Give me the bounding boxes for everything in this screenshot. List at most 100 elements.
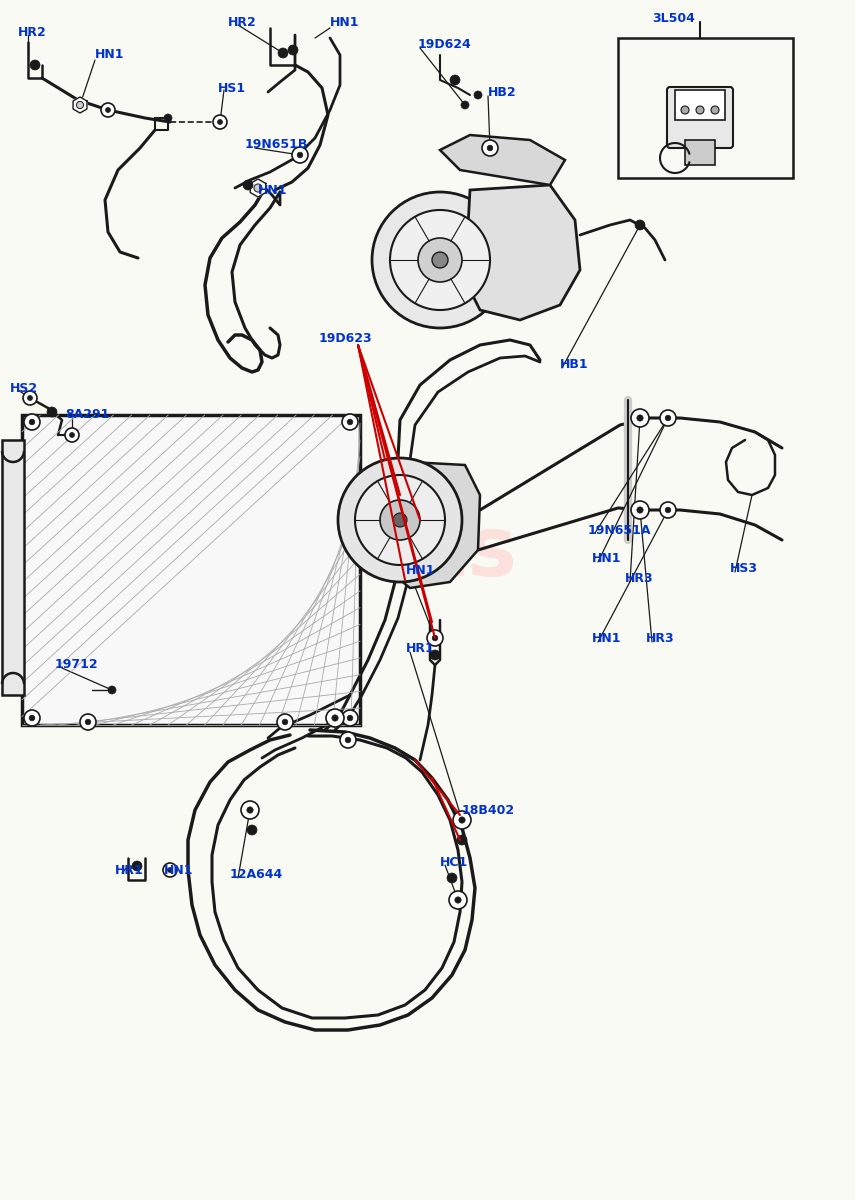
Circle shape [23, 391, 37, 404]
Text: HN1: HN1 [592, 631, 622, 644]
Text: HR3: HR3 [625, 571, 653, 584]
Circle shape [241, 802, 259, 818]
Circle shape [450, 74, 460, 85]
Circle shape [681, 106, 689, 114]
Circle shape [355, 475, 445, 565]
Text: HC1: HC1 [440, 856, 469, 869]
Circle shape [447, 874, 457, 883]
Circle shape [108, 686, 116, 694]
Circle shape [164, 114, 172, 122]
Bar [618, 38, 793, 178]
Circle shape [459, 817, 465, 823]
Circle shape [660, 502, 676, 518]
Circle shape [29, 715, 35, 721]
Circle shape [696, 106, 704, 114]
Circle shape [345, 737, 351, 743]
Text: 18B402: 18B402 [462, 804, 515, 816]
Circle shape [247, 826, 257, 835]
Text: HN1: HN1 [164, 864, 193, 876]
Circle shape [380, 500, 420, 540]
Circle shape [665, 415, 671, 421]
Text: HN1: HN1 [95, 48, 125, 61]
Polygon shape [378, 462, 480, 588]
Circle shape [132, 862, 142, 871]
Circle shape [660, 410, 676, 426]
Circle shape [455, 896, 461, 904]
Circle shape [453, 811, 471, 829]
Circle shape [482, 140, 498, 156]
Text: HR1: HR1 [406, 642, 434, 654]
Circle shape [390, 210, 490, 310]
Circle shape [461, 101, 469, 109]
Text: HB2: HB2 [488, 86, 516, 100]
Polygon shape [440, 134, 565, 185]
Bar [685, 140, 715, 164]
Circle shape [427, 630, 443, 646]
Circle shape [340, 732, 356, 748]
Text: HN1: HN1 [592, 552, 622, 564]
Text: HR3: HR3 [646, 631, 675, 644]
Circle shape [47, 407, 57, 416]
Circle shape [24, 414, 40, 430]
Circle shape [243, 180, 253, 190]
Text: 3L504: 3L504 [652, 12, 695, 24]
Bar [22, 415, 360, 725]
Polygon shape [251, 179, 266, 197]
Circle shape [457, 835, 467, 845]
Circle shape [432, 635, 438, 641]
Circle shape [292, 146, 308, 163]
Polygon shape [465, 185, 580, 320]
Circle shape [631, 409, 649, 427]
Polygon shape [73, 97, 87, 113]
Circle shape [637, 415, 643, 421]
Circle shape [168, 868, 173, 872]
Circle shape [69, 432, 74, 438]
Circle shape [298, 152, 303, 157]
Circle shape [418, 238, 462, 282]
Circle shape [631, 502, 649, 518]
Text: HS2: HS2 [10, 382, 38, 395]
Bar [675, 90, 725, 120]
Circle shape [338, 458, 462, 582]
Circle shape [101, 103, 115, 116]
Circle shape [254, 184, 262, 192]
Text: HN1: HN1 [330, 16, 359, 29]
Text: 19D623: 19D623 [319, 331, 373, 344]
Circle shape [105, 108, 110, 113]
Bar [2, 440, 24, 695]
Circle shape [332, 715, 338, 721]
Text: HN1: HN1 [258, 184, 287, 197]
Circle shape [326, 709, 344, 727]
Text: HR1: HR1 [115, 864, 144, 876]
Circle shape [288, 44, 298, 55]
Circle shape [342, 414, 358, 430]
Text: rrparts: rrparts [188, 512, 517, 593]
Circle shape [278, 48, 288, 58]
Text: 8A291: 8A291 [65, 408, 109, 421]
Circle shape [76, 102, 84, 108]
Circle shape [24, 710, 40, 726]
Text: HR2: HR2 [228, 16, 256, 29]
Circle shape [80, 714, 96, 730]
Circle shape [430, 650, 440, 660]
Text: 19712: 19712 [55, 659, 98, 672]
Circle shape [65, 428, 79, 442]
Circle shape [86, 719, 91, 725]
Text: 12A644: 12A644 [230, 869, 283, 882]
FancyBboxPatch shape [667, 86, 733, 148]
Circle shape [213, 115, 227, 128]
Text: HS3: HS3 [730, 562, 758, 575]
Circle shape [474, 91, 482, 98]
Circle shape [29, 419, 35, 425]
Circle shape [449, 890, 467, 910]
Circle shape [217, 120, 222, 125]
Circle shape [277, 714, 293, 730]
Circle shape [282, 719, 288, 725]
Circle shape [347, 715, 353, 721]
Circle shape [635, 220, 645, 230]
Circle shape [247, 806, 253, 814]
Text: HR2: HR2 [18, 25, 47, 38]
Circle shape [163, 863, 177, 877]
Circle shape [432, 252, 448, 268]
Text: HN1: HN1 [406, 564, 435, 576]
